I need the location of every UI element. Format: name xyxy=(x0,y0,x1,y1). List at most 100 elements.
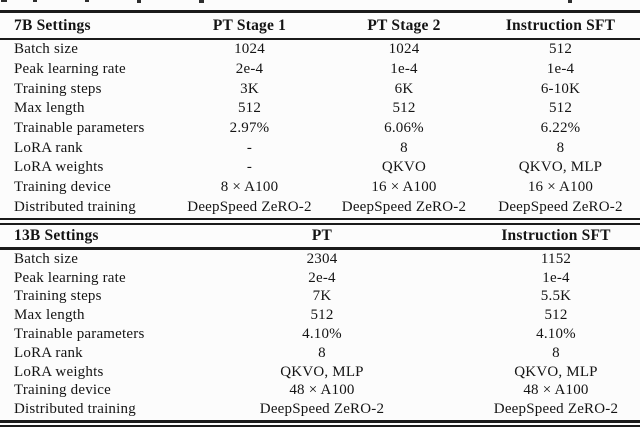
column-header: PT Stage 2 xyxy=(367,16,441,34)
header-separator-rule xyxy=(0,247,640,250)
cell-value: 16 × A100 xyxy=(371,179,437,196)
cell-value: 2304 xyxy=(306,250,338,267)
table-row: Distributed training DeepSpeed ZeRO-2 Deep… xyxy=(0,400,640,419)
text-fragment xyxy=(85,0,89,2)
cell-value: DeepSpeed ZeRO-2 xyxy=(493,401,619,418)
cell-value: 8 xyxy=(552,344,560,361)
row-label: Distributed training xyxy=(14,401,136,418)
cell-value: 5.5K xyxy=(540,288,572,305)
cell-value: - xyxy=(246,139,253,156)
table-row: Training steps 3K 6K 6-10K xyxy=(0,79,640,99)
cell-value: 1152 xyxy=(540,250,572,267)
text-fragment xyxy=(568,0,572,3)
cell-value: 512 xyxy=(548,41,573,58)
cell-value: 48 × A100 xyxy=(523,382,589,399)
cell-value: DeepSpeed ZeRO-2 xyxy=(187,198,312,215)
cell-value: 6K xyxy=(394,80,414,97)
cell-value: 6-10K xyxy=(540,80,581,97)
cell-value: QKVO xyxy=(381,159,427,176)
text-fragment xyxy=(1,0,7,2)
row-label: Training device xyxy=(14,179,112,196)
cell-value: 8 × A100 xyxy=(220,179,279,196)
text-fragment xyxy=(33,0,37,2)
table-bottom-rule xyxy=(0,420,640,423)
row-label: LoRA weights xyxy=(14,159,104,176)
table-body-7b: Batch size 1024 1024 512 Peak learning rate 2… xyxy=(0,40,640,217)
column-header: Instruction SFT xyxy=(501,227,611,244)
table-top-rule xyxy=(0,10,640,13)
cell-value: 1024 xyxy=(388,41,420,58)
table-divider-rule xyxy=(0,223,640,225)
table-bottom-rule xyxy=(0,425,640,427)
table-row: Training device 8 × A100 16 × A100 16 × A10… xyxy=(0,178,640,198)
row-label: LoRA rank xyxy=(14,139,83,156)
table-row: LoRA weights - QKVO QKVO, MLP xyxy=(0,158,640,178)
cell-value: 2.97% xyxy=(229,120,270,137)
cell-value: 512 xyxy=(392,100,416,117)
table-header-7b: 7B Settings PT Stage 1 PT Stage 2 Instru… xyxy=(0,13,640,38)
table-row: Trainable parameters 2.97% 6.06% 6.22% xyxy=(0,119,640,139)
cell-value: 1e-4 xyxy=(390,61,418,77)
row-label: Max length xyxy=(14,307,85,324)
cell-value: 1e-4 xyxy=(542,269,570,286)
table-divider-rule xyxy=(0,218,640,220)
cell-value: 7K xyxy=(312,288,332,305)
cell-value: 6.06% xyxy=(384,120,424,137)
table-row: Peak learning rate 2e-4 1e-4 xyxy=(0,269,640,288)
cell-value: 8 xyxy=(400,139,408,156)
cell-value: 512 xyxy=(548,100,573,117)
table-body-13b: Batch size 2304 1152 Peak learning rate 2e-4… xyxy=(0,250,640,419)
row-label: Batch size xyxy=(14,250,79,267)
cell-value: 1024 xyxy=(234,41,265,58)
table-row: LoRA weights QKVO, MLP QKVO, MLP xyxy=(0,363,640,382)
row-label: LoRA weights xyxy=(14,363,104,380)
row-label: Peak learning rate xyxy=(14,61,126,77)
column-header: PT Stage 1 xyxy=(212,16,287,34)
cell-value: 4.10% xyxy=(536,326,576,343)
text-fragment xyxy=(137,0,141,3)
cell-value: 512 xyxy=(310,307,334,324)
cell-value: 48 × A100 xyxy=(289,382,355,399)
cell-value: - xyxy=(246,159,253,176)
cell-value: 16 × A100 xyxy=(527,179,594,196)
cell-value: 512 xyxy=(544,307,568,324)
table-row: Batch size 2304 1152 xyxy=(0,250,640,269)
column-header: PT xyxy=(311,227,333,244)
row-label: Max length xyxy=(14,100,85,117)
row-label: Trainable parameters xyxy=(14,120,145,137)
row-label: Training steps xyxy=(14,288,102,305)
cell-value: 3K xyxy=(240,80,259,97)
cell-value: DeepSpeed ZeRO-2 xyxy=(341,198,467,215)
row-label: Training steps xyxy=(14,80,102,97)
table-row: Trainable parameters 4.10% 4.10% xyxy=(0,325,640,344)
table-row: Max length 512 512 xyxy=(0,306,640,325)
cell-value: DeepSpeed ZeRO-2 xyxy=(498,198,623,215)
table-row: Distributed training DeepSpeed ZeRO-2 Deep… xyxy=(0,197,640,217)
table-row: LoRA rank - 8 8 xyxy=(0,138,640,158)
cell-value: 6.22% xyxy=(540,120,581,137)
table-row: Batch size 1024 1024 512 xyxy=(0,40,640,60)
cell-value: QKVO, MLP xyxy=(518,159,603,176)
text-fragment xyxy=(199,0,204,3)
cell-value: 512 xyxy=(237,100,262,117)
row-label: LoRA rank xyxy=(14,344,83,361)
row-label: Training device xyxy=(14,382,112,399)
column-header: Instruction SFT xyxy=(505,16,616,34)
cell-value: 8 xyxy=(318,344,326,361)
header-separator-rule xyxy=(0,38,640,40)
cell-value: 1e-4 xyxy=(546,61,575,77)
row-label: Trainable parameters xyxy=(14,326,145,343)
column-header: 7B Settings xyxy=(14,16,91,34)
table-header-13b: 13B Settings PT Instruction SFT xyxy=(0,225,640,247)
row-label: Peak learning rate xyxy=(14,269,126,286)
cell-value: 2e-4 xyxy=(235,61,264,77)
cell-value: QKVO, MLP xyxy=(280,363,364,380)
cell-value: DeepSpeed ZeRO-2 xyxy=(259,401,385,418)
table-row: Peak learning rate 2e-4 1e-4 1e-4 xyxy=(0,60,640,80)
table-row: Training device 48 × A100 48 × A100 xyxy=(0,381,640,400)
cell-value: QKVO, MLP xyxy=(514,363,598,380)
table-row: LoRA rank 8 8 xyxy=(0,344,640,363)
cell-value: 8 xyxy=(556,139,565,156)
row-label: Batch size xyxy=(14,41,79,58)
